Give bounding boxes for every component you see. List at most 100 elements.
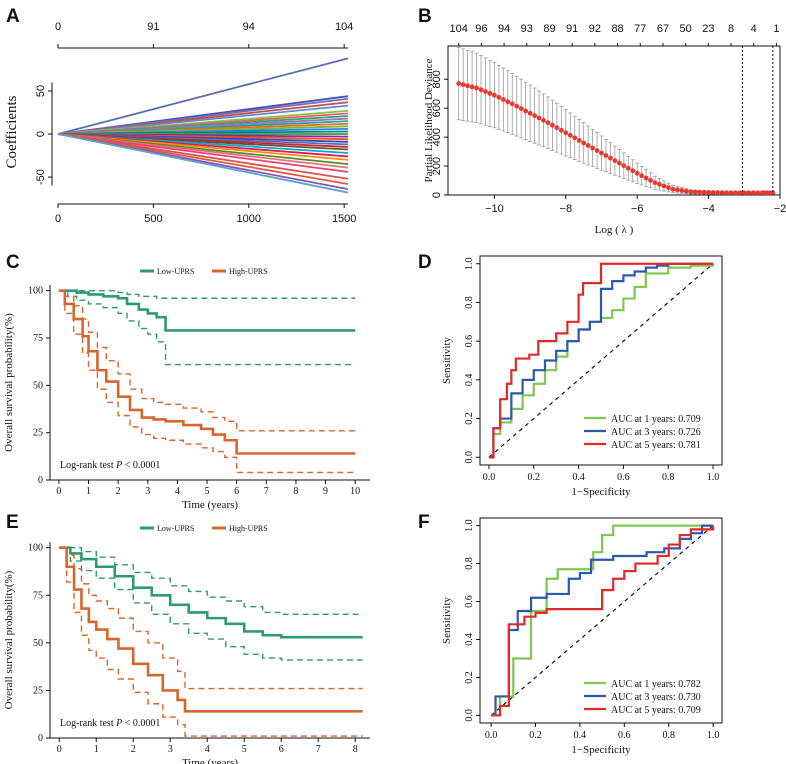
panel-a-y-tick-label: -50 [35,169,47,185]
panel-b-y-axis-label: Partial Likelihood Deviance [423,58,435,182]
panel-f-y-tick-label: 0.8 [464,557,475,570]
panel-b-mean-point [518,106,524,111]
panel-b-mean-point [492,92,497,98]
panel-b-mean-point [460,82,466,88]
panel-a-coef-path [57,133,349,173]
panel-b-mean-point [697,189,703,195]
panel-f-legend-label: AUC at 3 years: 0.730 [611,692,701,703]
panel-c-x-tick-label: 1 [86,486,91,497]
panel-d-x-tick-label: 0.6 [617,472,630,483]
panel-d-legend-label: AUC at 1 years: 0.709 [611,414,701,425]
panel-c-logrank-annotation: Log-rank test P < 0.0001 [60,460,160,471]
panel-b-mean-point [465,83,471,89]
panel-b-y-tick-label: 200 [431,157,443,175]
panel-b-mean-point [666,185,671,190]
panel-c-x-tick-label: 10 [350,486,360,497]
panel-b-top-tick-label: 91 [566,23,578,35]
panel-d-y-tick-label: 0.6 [464,335,475,348]
panel-b-top-tick-label: 89 [543,23,555,35]
panel-b-mean-point [514,103,520,109]
panel-b-mean-point [755,190,761,196]
panel-label-c: C [6,252,20,273]
panel-e-legend-label: Low-UPRS [157,524,194,533]
panel-b-mean-point [478,87,484,93]
panel-b-mean-point [724,190,729,196]
panel-b-top-tick-label: 77 [634,23,646,35]
panel-c-ci-upper [58,289,356,299]
panel-a-x-tick-label: 1000 [237,213,261,225]
panel-c-legend-label: High-UPRS [229,267,268,276]
panel-b-mean-point [581,140,587,146]
panel-c-survival-curve [58,289,356,332]
panel-d-legend-label: AUC at 3 years: 0.726 [611,427,701,438]
panel-d-diagonal [488,263,714,458]
panel-f-x-axis-label: 1−Specificity [571,744,631,756]
panel-e-y-tick-label: 75 [33,590,43,601]
panel-f-diagonal [490,525,714,716]
panel-b-mean-point [643,175,649,181]
panel-a-coefficient-paths: 0 91 94 104 0 500 1000 1500 -50 0 50 Coefficients [4,21,356,225]
panel-b-mean-point [469,84,475,90]
panel-b-x-tick-label: −8 [560,203,573,215]
panel-b-mean-point [541,117,546,123]
panel-a-top-tick-label: 94 [243,21,255,33]
panel-b-top-tick-label: 4 [751,23,757,35]
panel-f-x-tick-label: 1.0 [707,730,720,741]
panel-f-roc-line [491,525,715,717]
panel-b-mean-point [750,190,756,196]
panel-d-x-axis-label: 1−Specificity [571,486,631,498]
panel-f-y-axis-label: Sensitivity [441,596,453,644]
panel-b-mean-point [509,101,515,107]
panel-b-y-tick-label: 400 [431,128,443,146]
panel-a-coef-path [57,133,349,194]
panel-e-x-tick-label: 0 [57,744,62,755]
panel-b-mean-point [456,81,462,87]
panel-b-mean-point [585,143,591,148]
panel-label-d: D [418,252,432,273]
panel-e-y-tick-label: 0 [38,733,43,744]
panel-a-coef-path [57,57,349,135]
panel-b-mean-point [639,173,645,179]
panel-b-mean-point [661,183,667,189]
panel-f-x-tick-label: 0.8 [662,730,675,741]
panel-e-ci-upper [59,547,363,690]
panel-b-mean-point [679,188,685,193]
panel-b-x-tick-label: −2 [774,203,786,215]
panel-f-roc-line [491,524,714,717]
panel-b-mean-point [558,127,564,133]
panel-b-top-tick-label: 1 [773,23,779,35]
panel-b-top-tick-label: 96 [475,23,487,35]
panel-b-mean-point [496,94,502,100]
panel-c-y-tick-label: 25 [33,428,43,439]
panel-d-y-tick-label: 0.2 [464,412,475,425]
panel-e-x-tick-label: 4 [205,744,210,755]
panel-f-x-tick-label: 0.4 [574,730,587,741]
panel-f-x-tick-label: 0.0 [485,730,498,741]
panel-a-x-tick-label: 0 [55,213,61,225]
panel-c-legend-label: Low-UPRS [157,267,194,276]
panel-b-mean-point [701,189,707,195]
panel-b-deviance-plot: 104 96 94 93 89 91 92 88 77 67 50 23 8 4 1 −10 −8 −6 −4 −2 L… [423,23,786,236]
panel-b-mean-point [563,130,569,136]
panel-b-mean-point [670,186,676,192]
panel-e-legend-label: High-UPRS [229,524,268,533]
panel-c-x-tick-label: 6 [234,486,239,497]
panel-b-top-tick-label: 50 [680,23,692,35]
panel-f-y-tick-label: 0.4 [464,633,475,646]
panel-b-mean-point [612,158,618,164]
panel-b-mean-point [634,170,640,176]
panel-e-survival-curve [59,546,363,713]
panel-e-y-tick-label: 50 [33,638,43,649]
panel-b-mean-point [527,110,533,116]
panel-c-x-tick-label: 4 [175,486,180,497]
panel-e-logrank-annotation: Log-rank test P < 0.0001 [60,718,160,729]
panel-c-y-axis-label: Overall survival probability(%) [3,313,15,452]
panel-b-mean-point [719,190,725,196]
panel-c-ci-upper [58,289,356,432]
panel-f-x-tick-label: 0.6 [618,730,631,741]
panel-b-mean-point [532,113,537,119]
panel-label-f: F [418,512,430,533]
panel-b-mean-point [715,190,720,195]
panel-c-logrank-text: Log-rank test [60,460,116,471]
panel-d-roc-line [488,262,714,459]
